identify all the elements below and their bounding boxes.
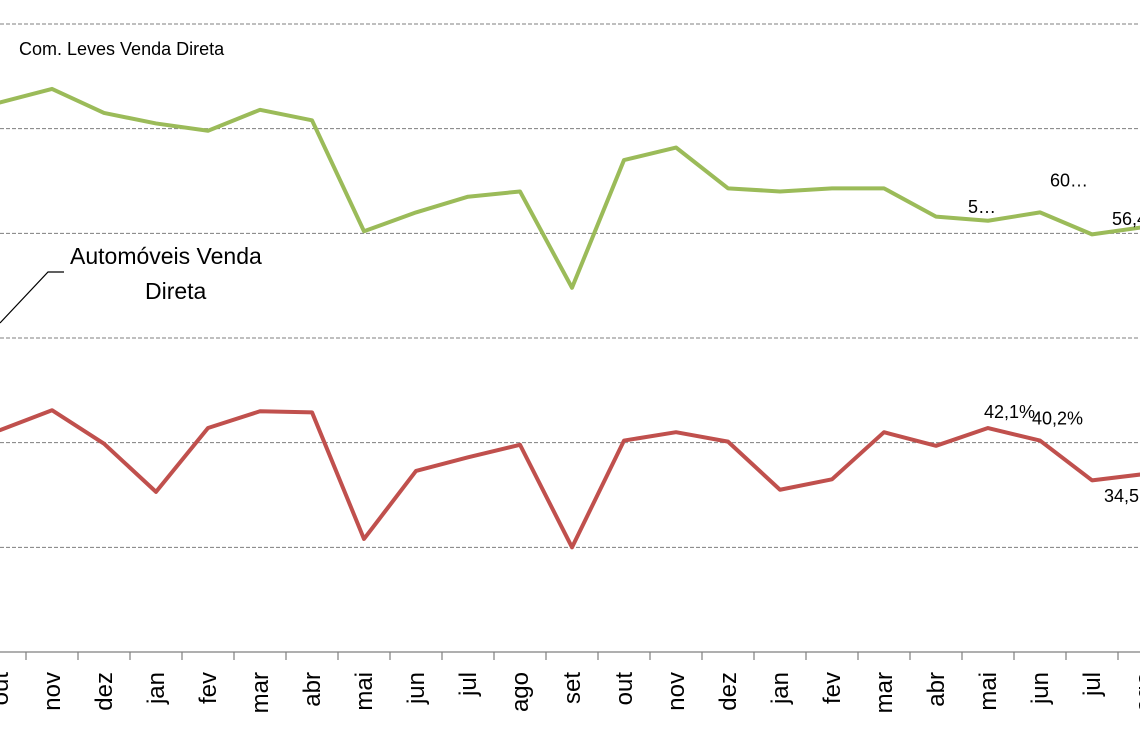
series-label-automoveis-line1: Automóveis Venda (70, 243, 262, 269)
data-label: 40,2% (1032, 409, 1083, 429)
x-tick-label: jan (143, 672, 170, 705)
x-tick-label: mar (871, 672, 898, 713)
data-label: 56,4 (1112, 209, 1140, 229)
x-tick-label: mai (975, 672, 1002, 711)
x-tick-label: set (559, 672, 586, 704)
x-tick-label: fev (819, 672, 846, 704)
data-label: 34,5 (1104, 486, 1139, 506)
x-tick-label: jan (767, 672, 794, 705)
series-label-automoveis-line2: Direta (145, 278, 207, 304)
data-label: 5… (968, 197, 996, 217)
series-line-com-leves (0, 86, 1140, 290)
x-tick-label: nov (39, 672, 66, 711)
data-label: 60… (1050, 170, 1088, 190)
series-label-leader-line (0, 271, 64, 324)
series-label-com-leves: Com. Leves Venda Direta (19, 39, 225, 59)
x-tick-label: out (611, 672, 638, 706)
data-labels: 5… 60… 56,4 42,1%40,2% 34,5 (968, 170, 1140, 506)
x-tick-label: abr (923, 672, 950, 707)
x-tick-label: dez (91, 672, 118, 711)
data-label: 42,1% (984, 402, 1035, 422)
x-tick-label: fev (195, 672, 222, 704)
x-tick-label: dez (715, 672, 742, 711)
series-line-automoveis (0, 408, 1140, 550)
x-tick-label: ago (507, 672, 534, 712)
x-tick-label: jul (455, 672, 482, 697)
x-tick-label: ago (1131, 672, 1140, 712)
x-tick-label: jun (1027, 672, 1054, 705)
x-tick-label: mar (247, 672, 274, 713)
x-tick-label: out (0, 672, 14, 706)
x-tick-label: nov (663, 672, 690, 711)
x-axis: out nov dez jan fev mar abr mai jun jul ago set out n… (0, 651, 1140, 713)
x-tick-label: jul (1079, 672, 1106, 697)
series-label-automoveis: Automóveis Venda Direta (70, 243, 268, 304)
x-tick-label: jun (403, 672, 430, 705)
x-tick-label: abr (299, 672, 326, 707)
series-lines (0, 86, 1140, 550)
x-tick-label: mai (351, 672, 378, 711)
